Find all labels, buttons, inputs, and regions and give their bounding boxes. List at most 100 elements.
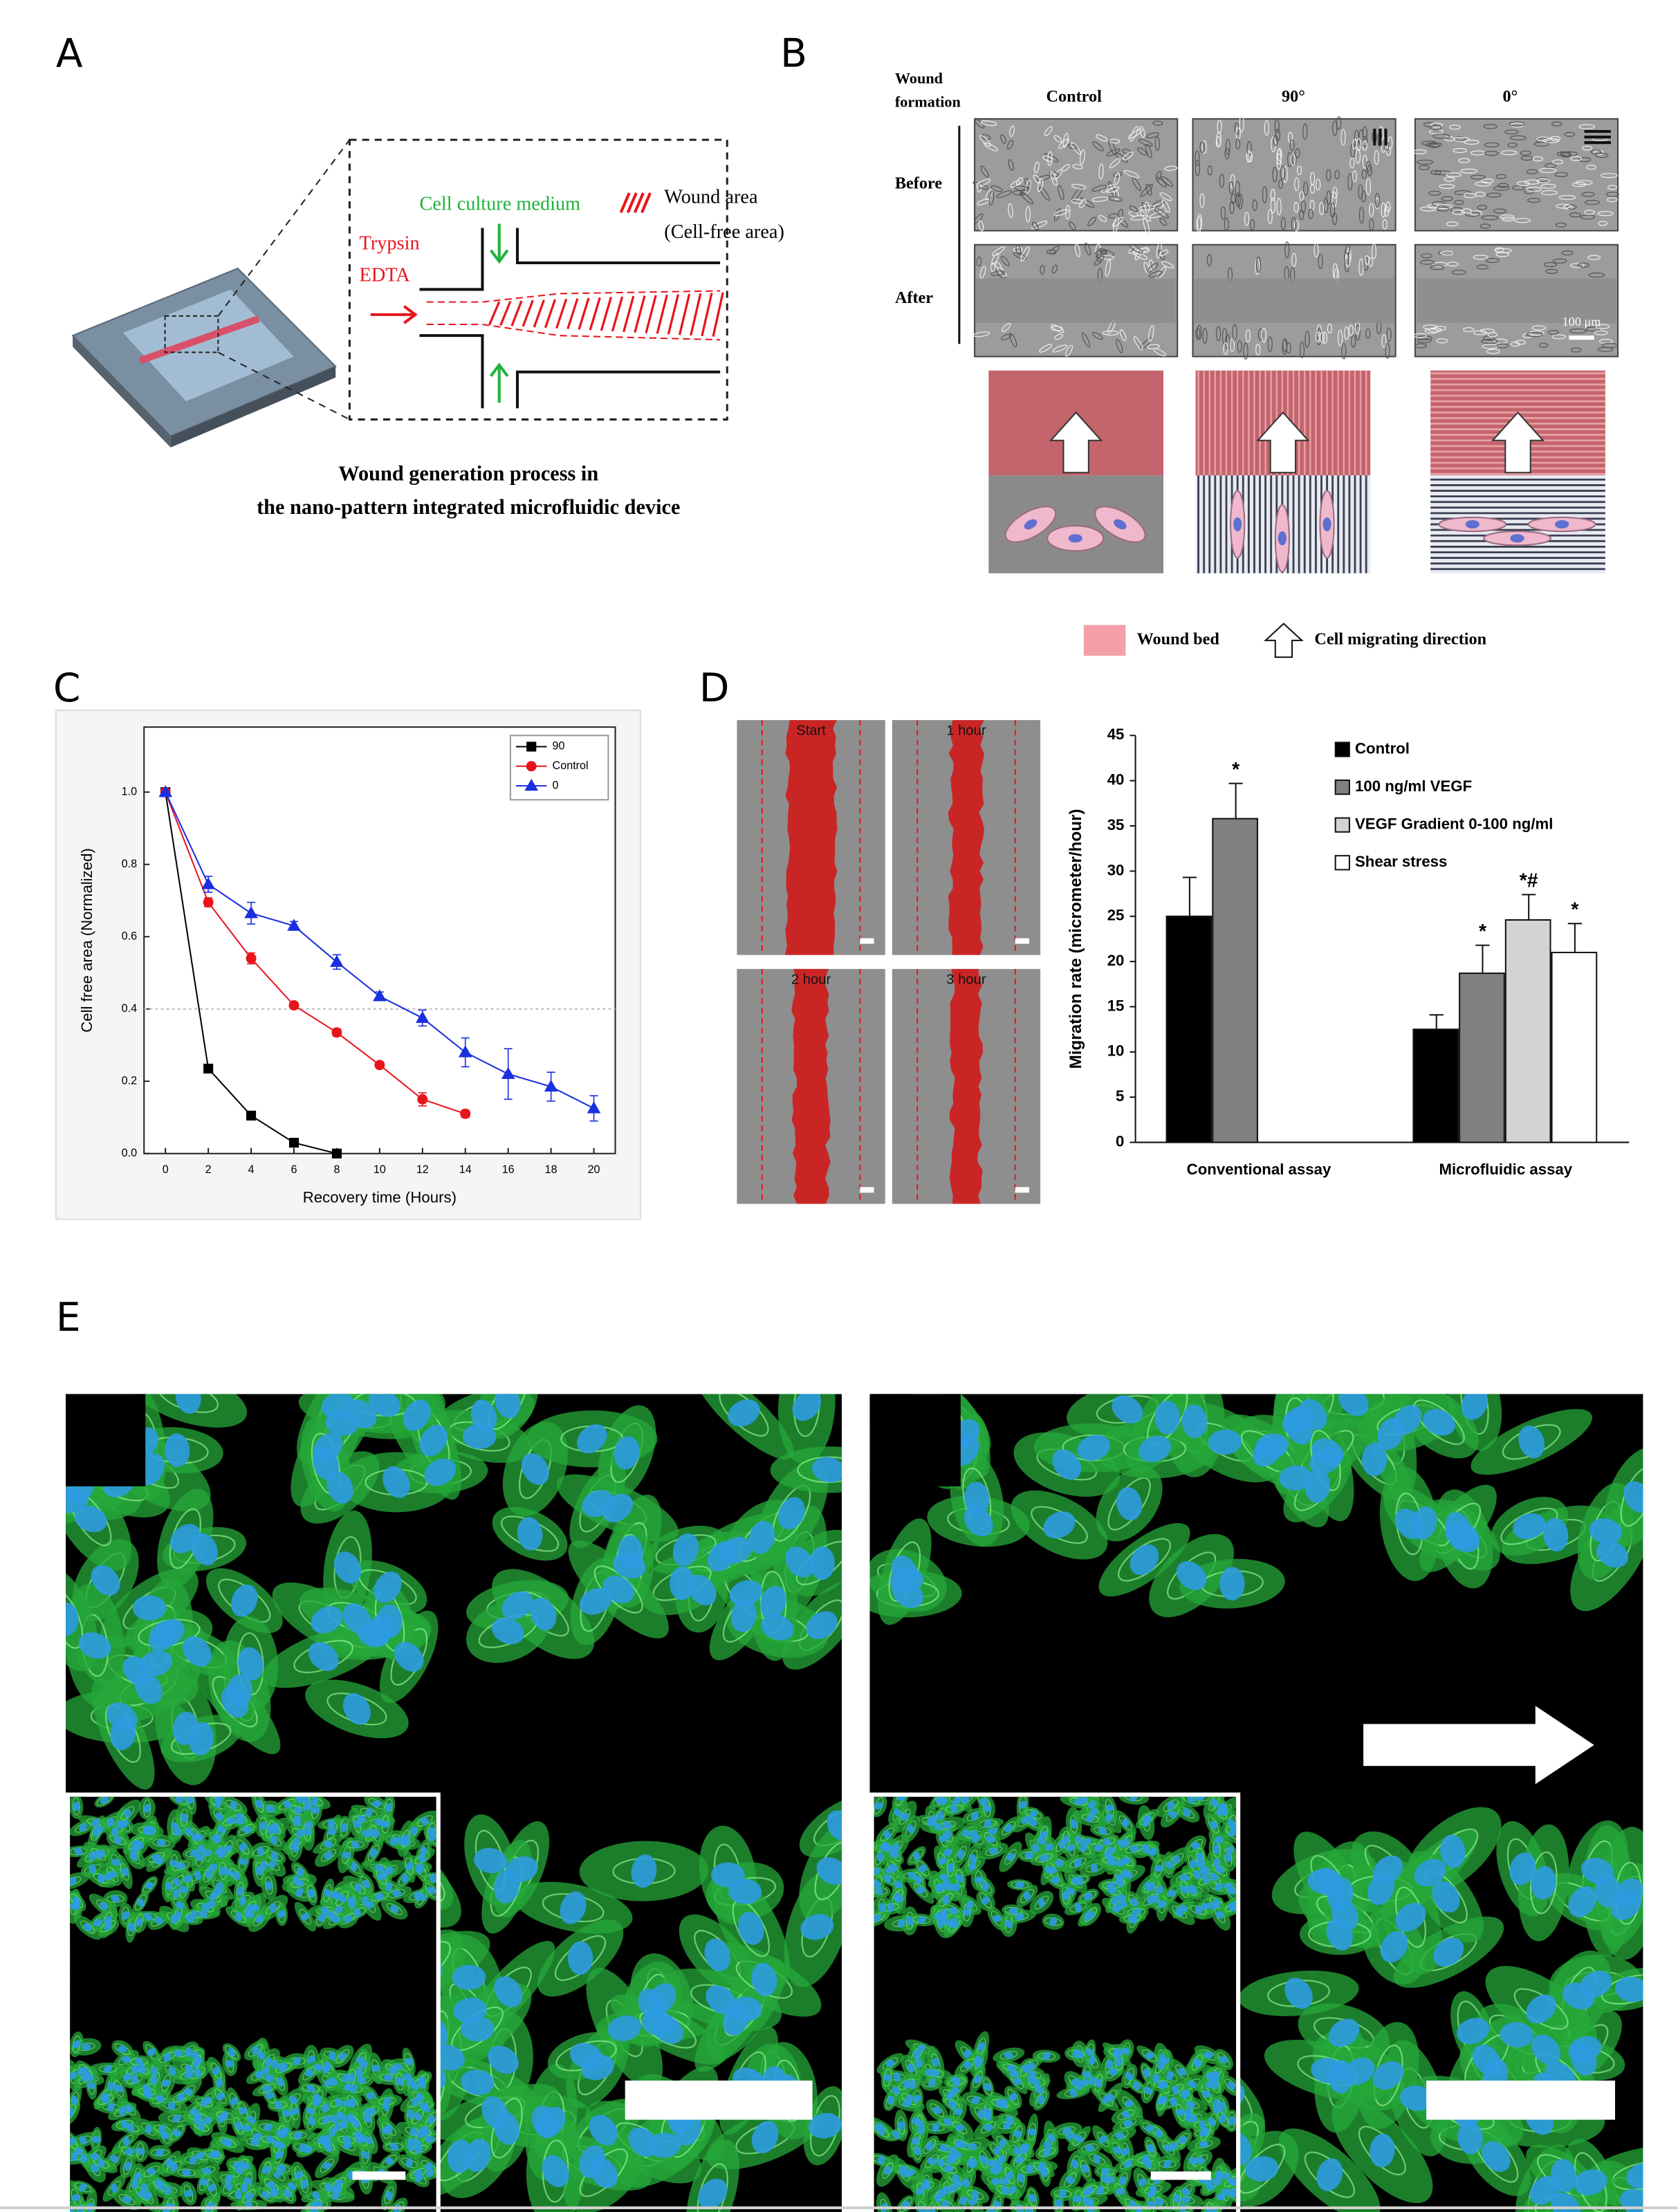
cell-texture — [1356, 138, 1361, 151]
nucleus — [1252, 1437, 1283, 1467]
nucleus — [71, 2152, 78, 2162]
cell-texture — [1340, 129, 1346, 146]
cell-texture — [1509, 121, 1525, 127]
nucleus — [894, 1892, 901, 1902]
nucleus — [302, 1828, 312, 1836]
nucleus — [86, 2082, 96, 2090]
cell-texture — [1270, 189, 1275, 201]
cell-texture — [1106, 148, 1121, 157]
nucleus — [1219, 2056, 1228, 2063]
cell-texture — [1558, 194, 1576, 201]
cell-texture — [1277, 147, 1282, 161]
nucleus — [185, 1796, 195, 1804]
cell-texture — [1365, 178, 1371, 196]
cell-texture — [1000, 255, 1010, 266]
cell-texture — [972, 181, 989, 190]
nucleus — [1154, 2129, 1163, 2138]
cell-texture — [1334, 169, 1340, 180]
nucleus — [1570, 2043, 1597, 2076]
nucleus — [883, 2074, 892, 2082]
nucleus — [225, 2181, 233, 2191]
cell-texture — [1276, 198, 1282, 216]
nucleus — [391, 1890, 402, 1897]
cell-texture — [1237, 193, 1243, 210]
cell-texture — [1224, 147, 1230, 160]
cell-texture — [1585, 200, 1601, 205]
nucleus — [952, 1796, 961, 1805]
nucleus — [110, 1717, 136, 1751]
nucleus — [930, 2070, 940, 2077]
nucleus — [1112, 2146, 1122, 2155]
cell-texture — [1215, 326, 1221, 342]
nucleus — [255, 2071, 264, 2079]
nucleus — [181, 2168, 192, 2177]
nucleus — [82, 2067, 90, 2076]
nucleus — [165, 1881, 173, 1891]
nucleus — [913, 2049, 921, 2059]
nucleus — [190, 1910, 198, 1920]
nucleus — [906, 1916, 914, 1926]
nucleus — [1433, 1937, 1464, 1967]
cell-texture — [1140, 184, 1153, 198]
nucleus — [1221, 2172, 1231, 2180]
nucleus — [295, 1879, 304, 1887]
nucleus — [274, 2101, 283, 2110]
cell-texture — [1044, 126, 1053, 137]
nucleus — [288, 2182, 297, 2191]
nucleus — [707, 1540, 737, 1572]
nucleus — [234, 1912, 242, 1921]
nucleus — [928, 2078, 937, 2087]
nucleus — [917, 2125, 925, 2135]
nucleus — [883, 1829, 892, 1839]
nucleus — [1116, 1894, 1126, 1902]
nucleus — [140, 2183, 149, 2193]
nucleus — [1526, 1994, 1557, 2024]
nucleus — [70, 2108, 75, 2117]
nucleus — [688, 1574, 717, 1606]
nucleus — [1531, 1865, 1557, 1900]
nucleus — [91, 1565, 120, 1596]
nucleus — [252, 2045, 259, 2056]
nucleus — [986, 1835, 996, 1843]
migration-arrow — [1256, 411, 1310, 474]
nucleus — [414, 2169, 423, 2177]
nucleus — [1215, 2171, 1223, 2182]
nucleus — [100, 1796, 109, 1805]
cell-texture — [1040, 265, 1045, 275]
nucleus — [1613, 1878, 1643, 1908]
nucleus — [488, 2045, 519, 2074]
nucleus — [1181, 2196, 1191, 2204]
cell-texture — [1484, 151, 1499, 156]
nucleus — [212, 2066, 221, 2075]
image-label: 3 hour — [946, 972, 986, 987]
nucleus — [329, 2077, 338, 2086]
nucleus — [415, 2144, 423, 2154]
nucleus — [1043, 1511, 1076, 1539]
nucleus — [244, 2192, 254, 2200]
nucleus — [1068, 534, 1082, 543]
nucleus — [110, 2183, 118, 2193]
nucleus — [279, 2063, 288, 2073]
nucleus — [1115, 1874, 1125, 1882]
nucleus — [90, 2153, 100, 2160]
cell-texture — [1267, 209, 1273, 225]
nucleus — [298, 2143, 307, 2153]
cell-texture — [1566, 204, 1577, 210]
nucleus — [1115, 2132, 1125, 2139]
nucleus — [1075, 2135, 1084, 2143]
nucleus — [424, 1458, 457, 1486]
nucleus — [942, 1821, 952, 1829]
cell-texture — [1463, 326, 1475, 333]
nucleus — [1213, 2099, 1221, 2108]
nucleus — [1130, 1845, 1139, 1852]
image — [874, 1796, 1237, 2212]
image-label: 1 hour — [946, 723, 986, 739]
cell-texture — [1481, 338, 1498, 344]
nucleus — [342, 2135, 351, 2144]
nucleus — [313, 2093, 322, 2103]
nucleus — [1113, 2048, 1123, 2056]
point — [331, 1148, 342, 1159]
nucleus — [1123, 2159, 1133, 2168]
scale-label: 100 μm — [1562, 315, 1601, 329]
nucleus — [934, 1912, 942, 1921]
